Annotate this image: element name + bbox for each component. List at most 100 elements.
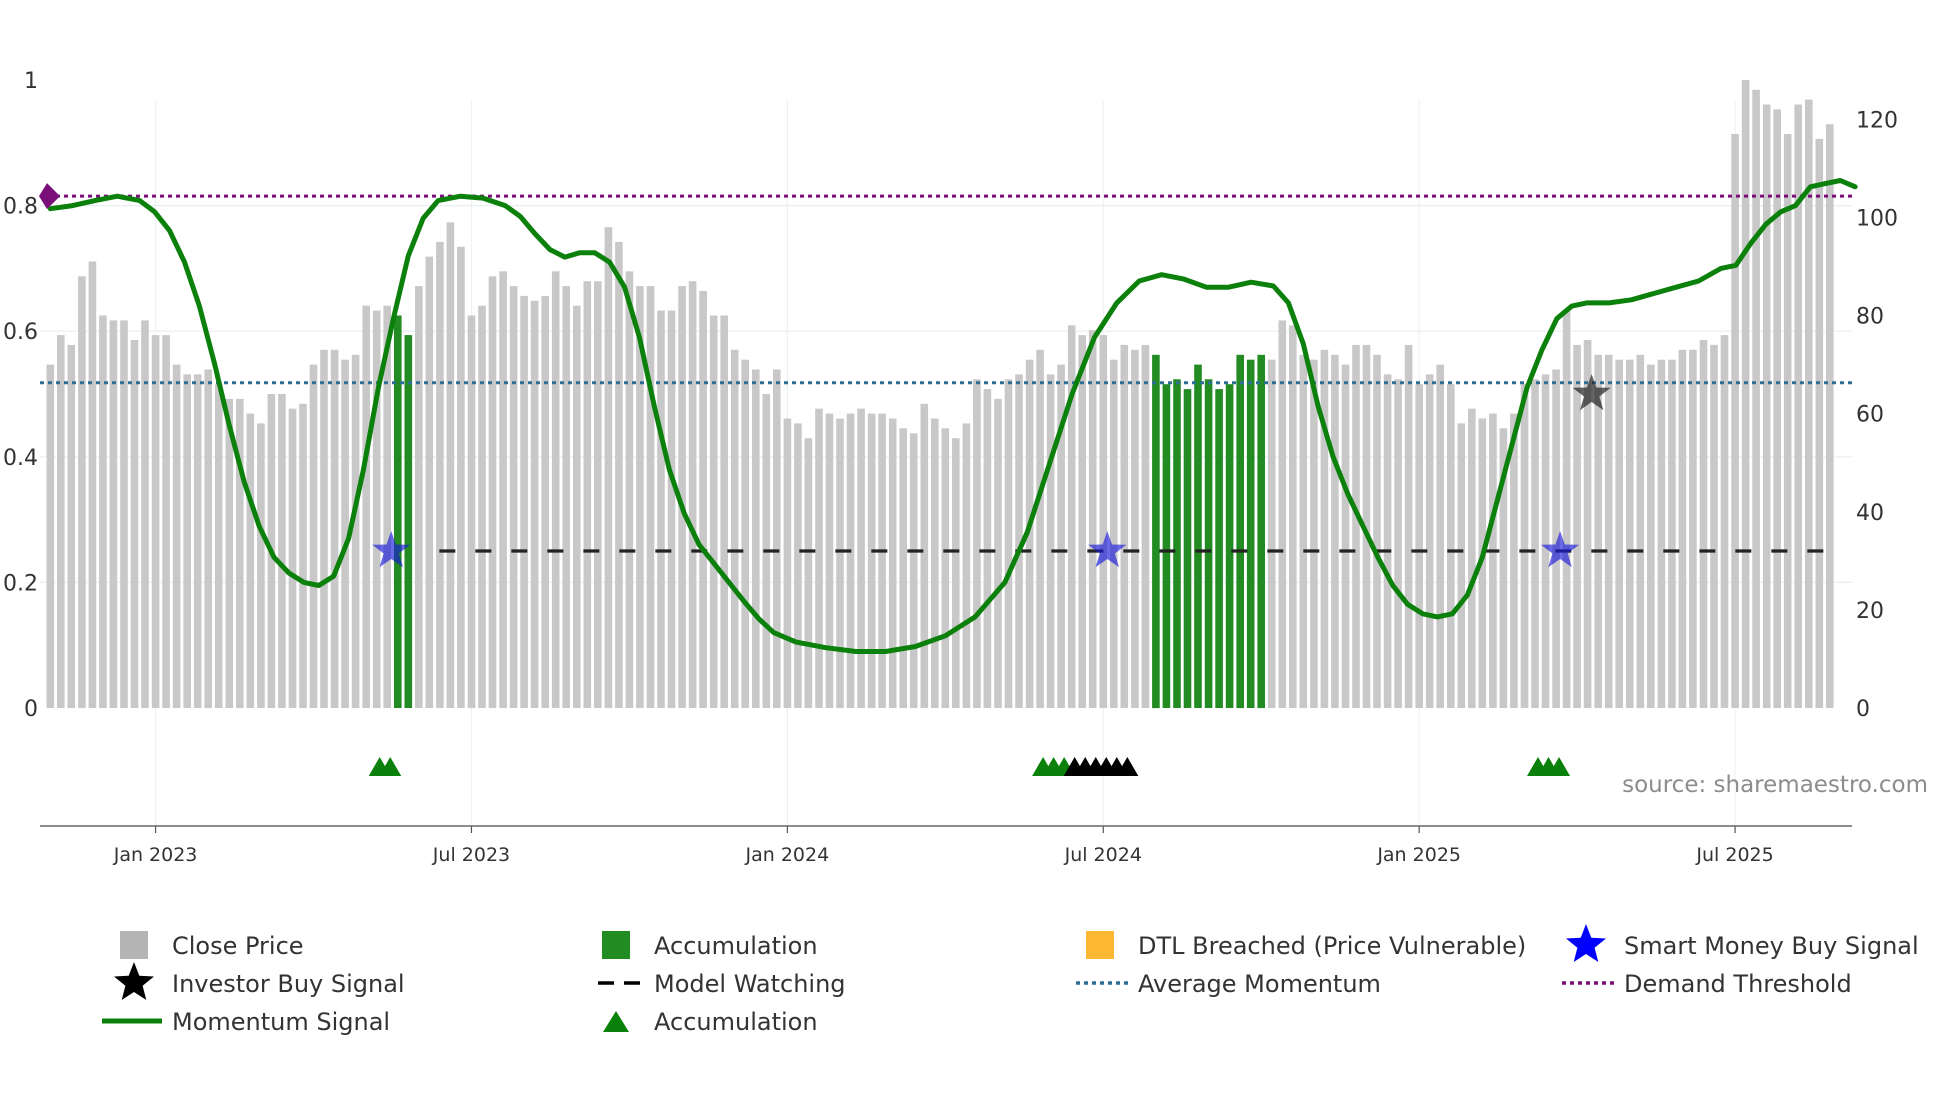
close-price-bar (1699, 340, 1708, 708)
close-price-bar (457, 246, 465, 709)
close-price-bar (867, 413, 876, 708)
legend-swatch (602, 931, 630, 959)
x-tick-label: Jul 2025 (1695, 844, 1773, 866)
source-label: source: sharemaestro.com (1622, 772, 1928, 798)
x-tick-label: Jul 2024 (1064, 844, 1142, 866)
legend-label: DTL Breached (Price Vulnerable) (1138, 932, 1526, 960)
close-price-bar (1520, 384, 1529, 708)
left-tick-label: 0.4 (3, 446, 38, 471)
reference-lines (40, 194, 1852, 553)
close-price-bar (741, 359, 749, 708)
close-price-bar (752, 369, 760, 708)
close-price-bar (1636, 354, 1645, 709)
legend-item: Investor Buy Signal (114, 962, 405, 1000)
close-price-bar (804, 438, 813, 708)
close-price-bar (1278, 320, 1287, 708)
legend-item: Demand Threshold (1562, 970, 1852, 998)
close-price-bar (214, 384, 223, 708)
close-price-bar (499, 271, 507, 708)
close-price-bar (1541, 374, 1550, 708)
close-price-bar (1741, 80, 1750, 708)
close-price-bar (120, 320, 128, 708)
close-price-bar (551, 271, 560, 708)
x-tick-label: Jan 2024 (745, 844, 830, 866)
accumulation-bar (1215, 389, 1223, 708)
momentum-signal-path (47, 178, 1858, 654)
right-tick-label: 20 (1856, 599, 1884, 624)
close-price-bar (1604, 354, 1613, 709)
close-price-bar (1720, 335, 1729, 708)
close-price-bar (636, 286, 644, 708)
close-price-bar (1331, 354, 1339, 709)
accumulation-bar (1152, 354, 1160, 709)
close-price-bar (1594, 354, 1602, 709)
close-price-bar (183, 374, 191, 708)
close-price-bar (1489, 413, 1497, 708)
close-price-bar (372, 310, 381, 708)
accumulation-marker-panel (368, 757, 1571, 776)
close-price-bar (446, 222, 455, 709)
close-price-bar (709, 315, 718, 708)
close-price-bar (1773, 109, 1781, 708)
accumulation-bar (394, 315, 402, 708)
smart-money-buy-star (1088, 531, 1127, 568)
close-price-bar (1783, 134, 1792, 708)
close-price-bar (362, 305, 370, 708)
close-price-bar (236, 398, 244, 708)
right-tick-label: 60 (1856, 403, 1884, 428)
buy-signal-markers (39, 183, 1611, 568)
momentum-signal-line (47, 178, 1858, 654)
close-price-bar (278, 394, 286, 708)
close-price-bar (1752, 89, 1760, 709)
close-price-bar (1320, 349, 1329, 708)
close-price-bar (973, 379, 981, 708)
right-tick-label: 100 (1856, 206, 1898, 231)
close-price-bar (920, 403, 929, 708)
legend-item: DTL Breached (Price Vulnerable) (1086, 931, 1526, 960)
close-price-bar (162, 335, 170, 708)
close-price-bar (320, 349, 328, 708)
model-watching-triangle (1116, 757, 1139, 776)
close-price-bar (1394, 379, 1402, 708)
close-price-bar (99, 315, 107, 708)
close-price-bar (594, 281, 602, 708)
close-price-bar (773, 369, 781, 708)
close-price-bar (1373, 354, 1381, 709)
accumulation-bar (404, 335, 413, 708)
close-price-bar (846, 413, 855, 708)
legend-item: Momentum Signal (102, 1008, 390, 1036)
close-price-bar (1425, 374, 1434, 708)
accumulation-bar (1194, 364, 1202, 708)
close-price-bar (962, 423, 971, 708)
legend-label: Demand Threshold (1624, 970, 1852, 998)
close-price-bar (1499, 428, 1508, 708)
close-price-bar (1583, 340, 1592, 708)
close-price-bar (1015, 374, 1023, 708)
close-price-bar (1004, 379, 1013, 708)
legend-swatch (1086, 931, 1114, 959)
close-price-bar (1404, 344, 1413, 708)
right-tick-label: 0 (1856, 697, 1870, 722)
close-price-bar (309, 364, 318, 708)
close-price-bar (909, 433, 918, 709)
close-price-bar (172, 364, 181, 708)
legend-label: Average Momentum (1138, 970, 1381, 998)
right-tick-label: 80 (1856, 305, 1884, 330)
left-tick-label: 0.2 (3, 571, 38, 596)
legend-label: Accumulation (654, 1008, 818, 1036)
close-price-bar (46, 364, 55, 708)
legend-item: Close Price (120, 931, 304, 960)
close-price-bar (141, 320, 149, 708)
close-price-bar (246, 413, 255, 708)
accumulation-triangle (379, 757, 402, 776)
smart-money-buy-star (372, 531, 411, 568)
close-price-bar (520, 295, 528, 708)
close-price-bar (604, 227, 613, 708)
close-price-bar (509, 286, 518, 708)
close-price-bar (1510, 413, 1518, 708)
close-price-bar (931, 418, 939, 708)
accumulation-triangle (1548, 757, 1571, 776)
close-price-bar (1647, 364, 1655, 708)
legend-star-icon (1566, 924, 1606, 962)
